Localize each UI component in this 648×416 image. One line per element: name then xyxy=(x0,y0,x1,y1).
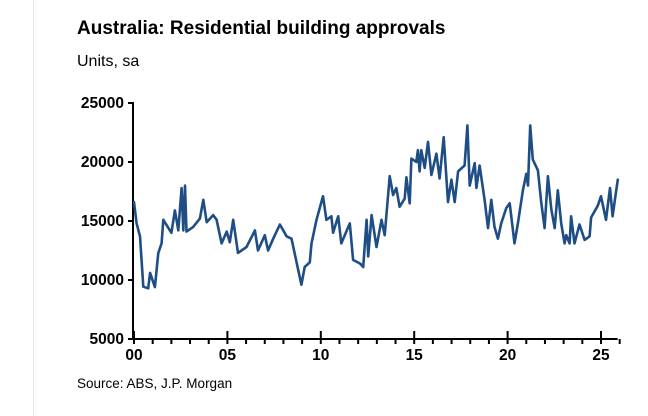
x-tick-label: 15 xyxy=(406,347,424,364)
y-tick-label: 5000 xyxy=(90,331,124,348)
left-border-line xyxy=(33,0,34,416)
chart-subtitle: Units, sa xyxy=(77,53,140,70)
y-tick-label: 15000 xyxy=(81,213,124,230)
y-tick-label: 20000 xyxy=(81,154,124,171)
x-tick-label: 10 xyxy=(312,347,329,364)
x-tick-label: 25 xyxy=(592,347,610,364)
y-tick-label: 25000 xyxy=(81,95,124,112)
x-tick-label: 00 xyxy=(125,347,142,364)
y-tick-label: 10000 xyxy=(81,272,124,289)
series-line-building-approvals xyxy=(132,124,620,290)
x-tick-label: 05 xyxy=(219,347,237,364)
x-tick-label: 20 xyxy=(499,347,516,364)
chart-source: Source: ABS, J.P. Morgan xyxy=(77,376,233,391)
chart-title: Australia: Residential building approval… xyxy=(77,18,446,39)
